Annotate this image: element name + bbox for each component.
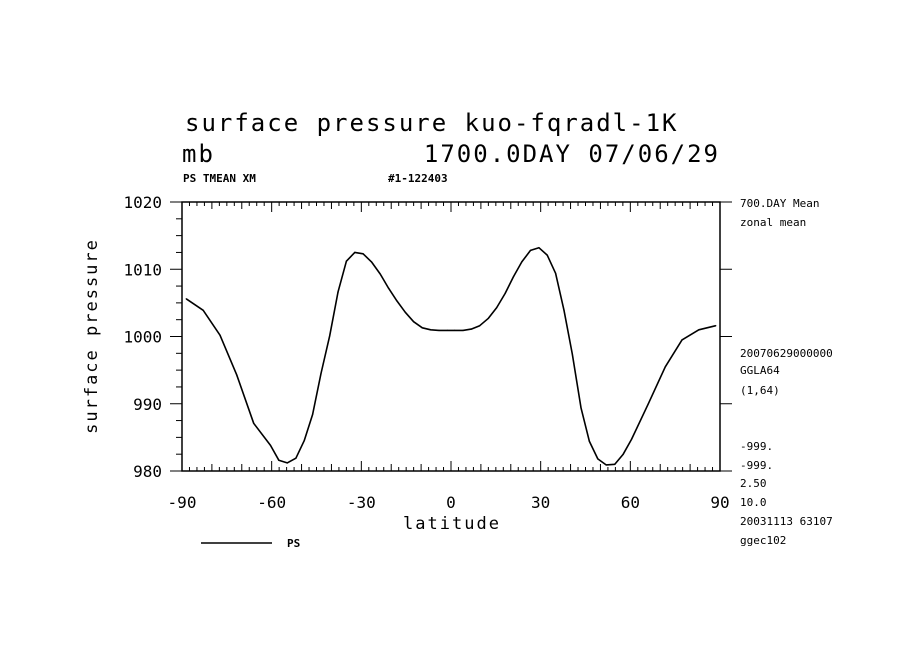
ps-data-point (387, 287, 390, 289)
y-tick-label: 990 (133, 395, 162, 414)
ps-data-point (538, 247, 540, 249)
run-info: 1700.0DAY 07/06/29 (424, 140, 720, 168)
ps-data-point (362, 253, 364, 255)
y-tick-label: 980 (133, 462, 162, 481)
x-tick-label: 30 (531, 493, 550, 512)
x-tick-label: 90 (710, 493, 729, 512)
legend-label: PS (287, 537, 300, 550)
ps-data-point (546, 254, 548, 256)
ps-data-point (329, 335, 331, 337)
ps-data-point (185, 298, 187, 300)
y-tick-label: 1000 (123, 328, 162, 347)
ps-data-point (202, 309, 204, 311)
note-date-code: 20070629000000 (740, 347, 833, 360)
ps-data-point (588, 440, 591, 442)
experiment-id: #1-122403 (388, 172, 448, 185)
ps-data-point (571, 353, 573, 355)
y-tick-labels: 980 990 1000 1010 1020 (123, 193, 162, 481)
ps-data-point (236, 374, 238, 376)
ps-data-point (430, 329, 432, 331)
chart-title: surface pressure kuo-fqradl-1K (185, 109, 678, 137)
ps-data-point (253, 422, 255, 424)
ps-data-point (614, 463, 616, 465)
ps-data-point (496, 307, 498, 309)
ps-series-points (185, 247, 717, 466)
ps-series-line (185, 246, 716, 466)
note-zonal: zonal mean (740, 216, 806, 229)
ps-data-point (438, 329, 440, 331)
x-tick-labels: -90 -60 -30 0 30 60 90 (168, 493, 730, 512)
field-id: PS TMEAN XM (183, 172, 256, 185)
ps-data-point (664, 366, 666, 368)
ps-data-point (555, 272, 557, 274)
ps-data-point (512, 276, 515, 278)
x-tick-label: 0 (446, 493, 456, 512)
x-tick-label: -60 (257, 493, 286, 512)
y-axis-label: surface pressure (82, 238, 102, 434)
ps-data-point (295, 457, 297, 459)
note-missing-1: -999. (740, 440, 773, 453)
ps-data-point (370, 261, 373, 263)
ps-data-point (462, 329, 464, 331)
ps-data-point (580, 407, 582, 409)
ps-data-point (312, 413, 314, 416)
ps-data-point (630, 438, 633, 440)
note-grid-index: (1,64) (740, 384, 780, 397)
x-tick-label: -30 (347, 493, 376, 512)
ps-data-point (715, 325, 717, 327)
ps-data-point (487, 317, 489, 319)
ps-data-point (413, 321, 415, 323)
ps-data-point (269, 444, 272, 446)
ps-data-point (404, 311, 406, 313)
ps-data-point (470, 328, 472, 330)
ps-data-point (521, 261, 523, 263)
ps-data-point (529, 249, 532, 251)
ps-data-point (345, 260, 347, 262)
ps-data-point (605, 464, 607, 466)
y-tick-label: 1020 (123, 193, 162, 212)
ps-data-point (597, 458, 599, 460)
units-label: mb (182, 140, 215, 168)
ps-data-point (303, 440, 305, 442)
ps-data-point (219, 334, 221, 336)
ps-data-point (337, 291, 339, 293)
note-mean: 700.DAY Mean (740, 197, 819, 210)
note-build-info: 20031113 63107 (740, 515, 833, 528)
y-tick-label: 1010 (123, 260, 162, 279)
ps-data-point (563, 309, 565, 311)
ps-data-point (278, 459, 280, 461)
note-machine: ggec102 (740, 534, 786, 547)
axis-ticks (170, 201, 732, 472)
note-interval-2: 10.0 (740, 496, 767, 509)
ps-data-point (396, 300, 398, 302)
x-axis-label: latitude (403, 514, 501, 534)
ps-data-point (479, 325, 481, 327)
ps-data-point (446, 329, 448, 331)
ps-data-point (421, 327, 423, 329)
plot-frame (181, 201, 721, 472)
ps-data-point (379, 273, 381, 275)
ps-data-point (320, 372, 322, 375)
x-tick-label: -90 (168, 493, 197, 512)
note-grid-name: GGLA64 (740, 364, 780, 377)
ps-data-point (454, 329, 456, 331)
ps-data-point (504, 292, 506, 295)
note-missing-2: -999. (740, 459, 773, 472)
ps-data-point (354, 251, 356, 253)
ps-data-point (622, 453, 624, 455)
ps-data-point (681, 339, 683, 341)
ps-data-point (698, 329, 700, 331)
ps-data-point (286, 462, 288, 464)
ps-data-point (647, 403, 649, 405)
note-interval-1: 2.50 (740, 477, 767, 490)
x-tick-label: 60 (621, 493, 640, 512)
